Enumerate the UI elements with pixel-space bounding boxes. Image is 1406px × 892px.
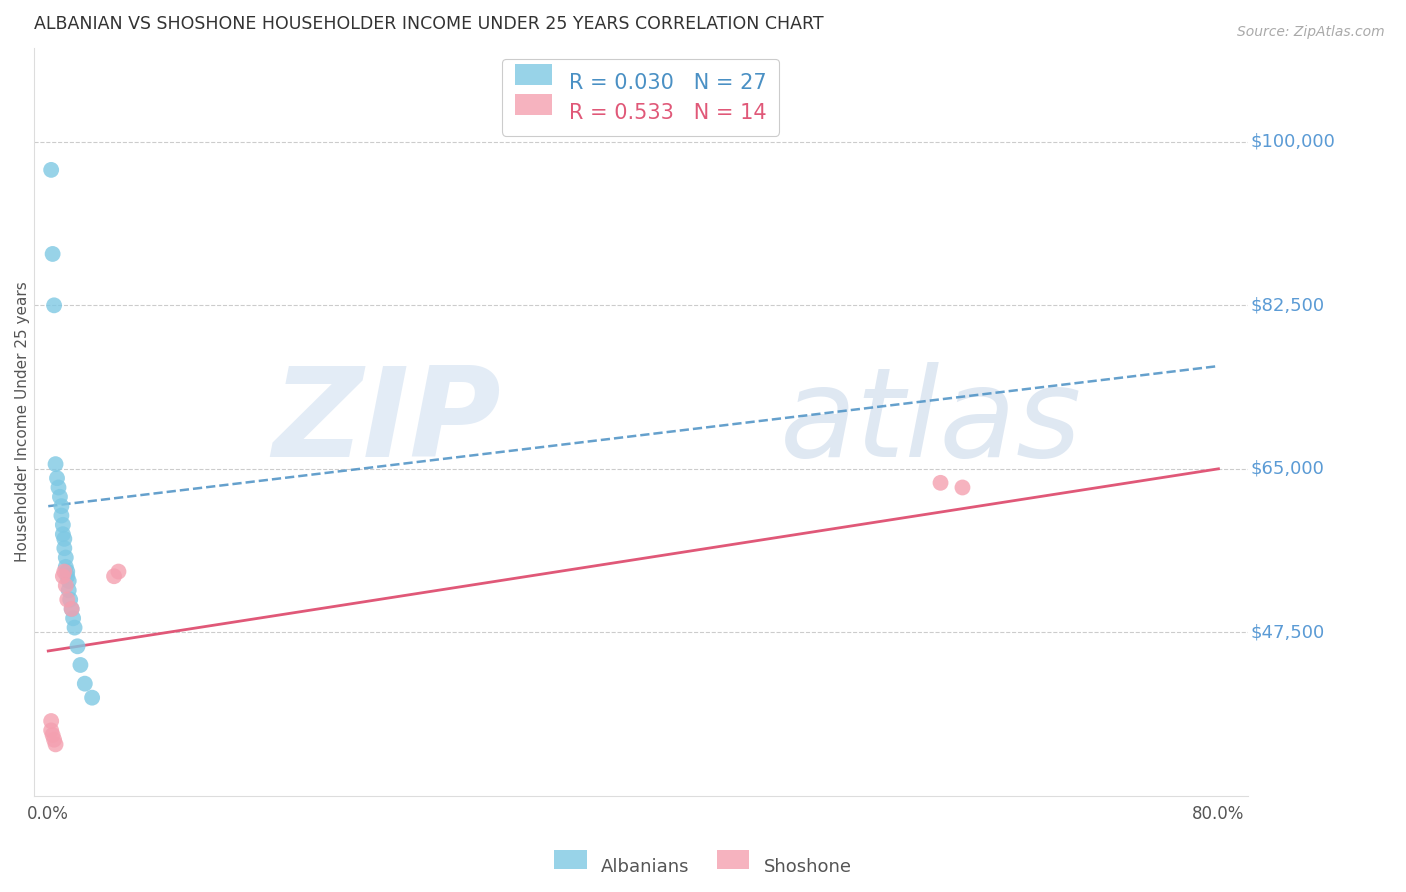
Point xyxy=(46,471,69,485)
Point xyxy=(55,578,77,592)
Point xyxy=(51,508,73,523)
Point xyxy=(41,247,63,261)
Point xyxy=(60,602,83,616)
Y-axis label: Householder Income Under 25 years: Householder Income Under 25 years xyxy=(15,282,30,563)
Legend: Albanians, Shoshone: Albanians, Shoshone xyxy=(547,849,859,883)
Point xyxy=(49,490,72,504)
Point xyxy=(53,565,76,579)
Point xyxy=(69,657,91,672)
Point xyxy=(52,517,75,532)
Text: ALBANIAN VS SHOSHONE HOUSEHOLDER INCOME UNDER 25 YEARS CORRELATION CHART: ALBANIAN VS SHOSHONE HOUSEHOLDER INCOME … xyxy=(34,15,824,33)
Point xyxy=(45,457,67,471)
Point xyxy=(41,728,63,742)
Point xyxy=(56,569,79,583)
Point xyxy=(56,565,79,579)
Point xyxy=(59,592,82,607)
Point xyxy=(39,162,62,177)
Point xyxy=(53,541,76,556)
Point xyxy=(45,738,67,752)
Text: $65,000: $65,000 xyxy=(1250,459,1324,478)
Point xyxy=(58,583,80,598)
Point xyxy=(82,690,104,705)
Point xyxy=(73,676,96,690)
Text: atlas: atlas xyxy=(780,361,1083,483)
Point xyxy=(929,475,952,490)
Point xyxy=(42,298,65,312)
Point xyxy=(107,565,129,579)
Legend: R = 0.030   N = 27, R = 0.533   N = 14: R = 0.030 N = 27, R = 0.533 N = 14 xyxy=(502,59,779,136)
Point xyxy=(55,550,77,565)
Point xyxy=(63,621,86,635)
Point xyxy=(39,723,62,738)
Point xyxy=(52,569,75,583)
Point xyxy=(51,499,73,513)
Point xyxy=(53,532,76,546)
Text: $100,000: $100,000 xyxy=(1250,133,1336,151)
Point xyxy=(103,569,125,583)
Point xyxy=(66,640,89,654)
Point xyxy=(55,560,77,574)
Text: Source: ZipAtlas.com: Source: ZipAtlas.com xyxy=(1237,25,1385,39)
Point xyxy=(62,611,84,625)
Text: ZIP: ZIP xyxy=(273,361,501,483)
Text: $82,500: $82,500 xyxy=(1250,296,1324,314)
Point xyxy=(48,481,70,495)
Point xyxy=(56,592,79,607)
Point xyxy=(39,714,62,728)
Point xyxy=(60,602,83,616)
Point xyxy=(58,574,80,588)
Point xyxy=(952,481,974,495)
Point xyxy=(42,732,65,747)
Text: $47,500: $47,500 xyxy=(1250,624,1324,641)
Point xyxy=(52,527,75,541)
